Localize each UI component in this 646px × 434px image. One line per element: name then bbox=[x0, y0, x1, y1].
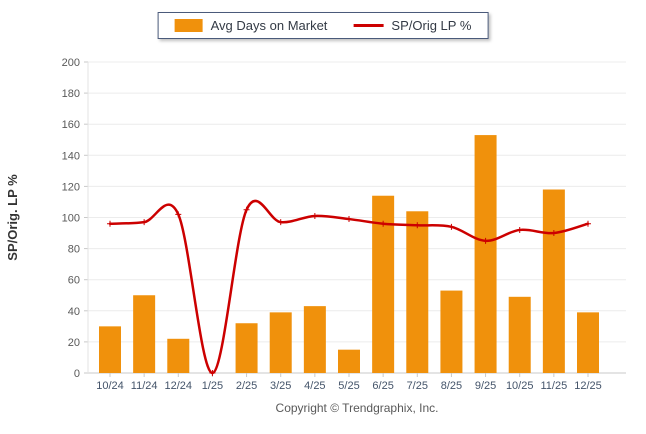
copyright-text: Copyright © Trendgraphix, Inc. bbox=[275, 401, 439, 415]
svg-text:7/25: 7/25 bbox=[407, 380, 428, 392]
svg-text:3/25: 3/25 bbox=[270, 380, 291, 392]
svg-text:11/25: 11/25 bbox=[540, 380, 567, 392]
legend-item-avg-days: Avg Days on Market bbox=[174, 18, 328, 33]
legend-item-sp-orig-lp: SP/Orig LP % bbox=[353, 18, 471, 33]
svg-text:SP/Orig. LP %: SP/Orig. LP % bbox=[5, 174, 20, 261]
legend-line-swatch-icon bbox=[353, 24, 384, 27]
svg-text:80: 80 bbox=[68, 244, 80, 256]
svg-text:160: 160 bbox=[62, 119, 80, 131]
svg-text:9/25: 9/25 bbox=[475, 380, 496, 392]
legend-label: Avg Days on Market bbox=[210, 18, 328, 33]
svg-text:4/25: 4/25 bbox=[304, 380, 325, 392]
legend-bar-swatch-icon bbox=[174, 19, 203, 32]
legend-label: SP/Orig LP % bbox=[391, 18, 472, 33]
svg-text:20: 20 bbox=[68, 337, 80, 349]
svg-text:11/24: 11/24 bbox=[131, 380, 158, 392]
svg-text:6/25: 6/25 bbox=[372, 380, 393, 392]
svg-text:180: 180 bbox=[62, 88, 80, 100]
svg-text:1/25: 1/25 bbox=[202, 380, 223, 392]
svg-text:0: 0 bbox=[74, 368, 80, 380]
svg-text:200: 200 bbox=[62, 57, 80, 69]
svg-text:12/25: 12/25 bbox=[574, 380, 602, 392]
svg-text:120: 120 bbox=[62, 181, 80, 193]
legend: Avg Days on Market SP/Orig LP % bbox=[157, 12, 489, 39]
svg-text:100: 100 bbox=[62, 213, 80, 225]
svg-text:12/24: 12/24 bbox=[165, 380, 193, 392]
svg-text:60: 60 bbox=[68, 275, 80, 287]
svg-text:40: 40 bbox=[68, 306, 80, 318]
svg-text:2/25: 2/25 bbox=[236, 380, 257, 392]
svg-text:8/25: 8/25 bbox=[441, 380, 462, 392]
svg-text:10/25: 10/25 bbox=[506, 380, 534, 392]
svg-text:10/24: 10/24 bbox=[96, 380, 124, 392]
svg-text:5/25: 5/25 bbox=[338, 380, 359, 392]
svg-text:140: 140 bbox=[62, 150, 80, 162]
